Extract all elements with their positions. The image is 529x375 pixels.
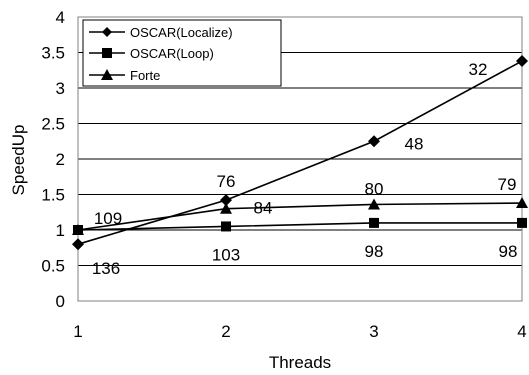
data-label: 80	[365, 179, 384, 198]
legend-diamond-marker	[102, 27, 112, 37]
legend-triangle-marker	[101, 69, 113, 80]
diamond-marker	[220, 194, 232, 207]
series-lines	[72, 55, 528, 251]
x-tick-label: 4	[517, 322, 526, 341]
data-label: 98	[365, 242, 384, 261]
y-tick-label: 0	[56, 292, 65, 311]
y-tick-label: 2.5	[41, 115, 65, 134]
series-line-1	[77, 222, 522, 231]
data-label: 48	[405, 134, 424, 153]
data-labels: 136 109 76 84 103 48 80 98 32 79 98	[92, 60, 518, 278]
data-label: 79	[498, 175, 517, 194]
data-label: 98	[499, 242, 518, 261]
square-marker	[369, 217, 379, 228]
square-marker	[517, 217, 527, 228]
plot-area-frame	[77, 16, 523, 302]
triangle-marker	[72, 224, 84, 235]
triangle-marker	[368, 198, 380, 210]
y-tick-label: 1.5	[41, 186, 65, 205]
y-tick-label: 3.5	[41, 44, 65, 63]
diamond-marker	[368, 135, 380, 148]
x-tick-label: 2	[221, 322, 230, 341]
x-tick-label: 1	[73, 322, 82, 341]
y-axis-title: SpeedUp	[9, 125, 28, 196]
data-label: 84	[254, 199, 273, 218]
x-tick-label: 3	[369, 322, 378, 341]
y-tick-label: 4	[56, 8, 65, 27]
x-tick-labels: 1 2 3 4	[73, 322, 526, 341]
data-label: 136	[92, 259, 120, 278]
y-tick-labels: 0 0.5 1 1.5 2 2.5 3 3.5 4	[41, 8, 65, 311]
data-label: 109	[94, 209, 122, 228]
y-tick-label: 1	[56, 221, 65, 240]
x-axis-title: Threads	[269, 353, 331, 372]
data-label: 76	[217, 172, 236, 191]
triangle-marker	[516, 197, 528, 209]
legend: OSCAR(Localize) OSCAR(Loop) Forte	[82, 19, 282, 87]
y-tick-label: 3	[56, 79, 65, 98]
legend-label-loop: OSCAR(Loop)	[130, 46, 214, 61]
diamond-marker	[516, 55, 528, 68]
y-tick-label: 2	[56, 150, 65, 169]
square-marker	[221, 221, 231, 232]
series-line-0	[77, 60, 523, 245]
legend-label-forte: Forte	[130, 68, 160, 83]
series-line-2	[77, 202, 523, 231]
legend-label-localize: OSCAR(Localize)	[130, 25, 233, 40]
y-tick-label: 0.5	[41, 257, 65, 276]
data-label: 103	[212, 245, 240, 264]
data-label: 32	[469, 60, 488, 79]
legend-square-marker	[102, 48, 112, 58]
triangle-marker	[220, 202, 232, 214]
diamond-marker	[72, 238, 84, 251]
